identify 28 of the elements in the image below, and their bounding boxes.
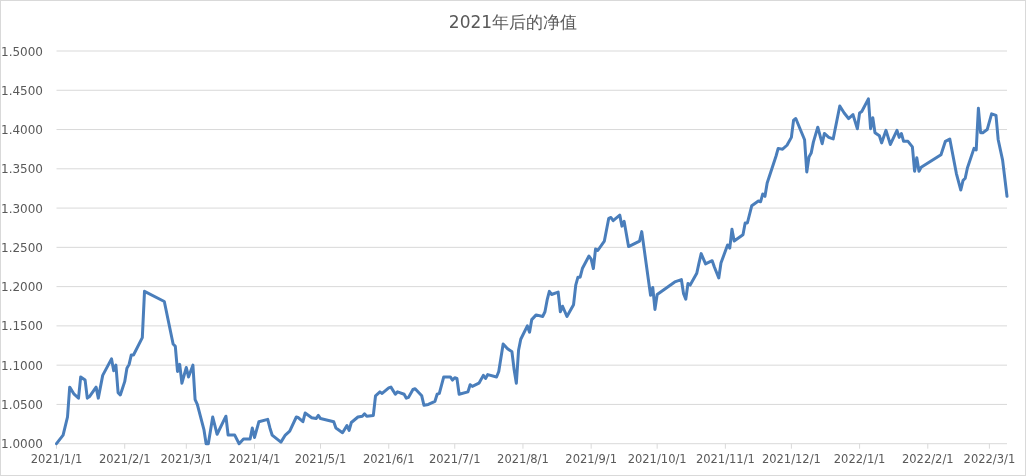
x-tick-label: 2021/12/1 xyxy=(761,451,821,466)
x-tick-label: 2021/6/1 xyxy=(362,451,415,466)
y-tick-label: 1.1500 xyxy=(1,319,43,334)
x-tick-label: 2021/11/1 xyxy=(695,451,755,466)
line-series xyxy=(55,97,1009,446)
x-tick-label: 2021/8/1 xyxy=(497,451,549,466)
x-tick-label: 2021/9/1 xyxy=(565,451,617,466)
x-tick-label: 2021/5/1 xyxy=(294,451,347,466)
y-tick-label: 1.2500 xyxy=(1,240,43,255)
x-tick-label: 2021/2/1 xyxy=(98,451,151,466)
x-tick-label: 2022/1/1 xyxy=(833,451,886,466)
y-tick-label: 1.0500 xyxy=(1,397,43,412)
x-tick-label: 2022/2/1 xyxy=(901,451,954,466)
y-tick-label: 1.2000 xyxy=(1,280,43,295)
y-tick-label: 1.3500 xyxy=(1,162,43,177)
y-tick-label: 1.1000 xyxy=(1,358,43,373)
y-tick-label: 1.5000 xyxy=(1,44,43,59)
x-tick-label: 2021/1/1 xyxy=(30,451,83,466)
x-tick-label: 2021/3/1 xyxy=(160,451,213,466)
x-tick-label: 2021/7/1 xyxy=(428,451,481,466)
x-tick-label: 2021/10/1 xyxy=(627,451,687,466)
y-tick-label: 1.0000 xyxy=(1,437,43,452)
y-tick-label: 1.4500 xyxy=(1,83,43,98)
chart-title: 2021年后的净值 xyxy=(448,12,578,32)
x-tick-label: 2022/3/1 xyxy=(963,451,1016,466)
x-tick-label: 2021/4/1 xyxy=(228,451,281,466)
y-tick-label: 1.3000 xyxy=(1,201,43,216)
y-tick-label: 1.4000 xyxy=(1,123,43,138)
